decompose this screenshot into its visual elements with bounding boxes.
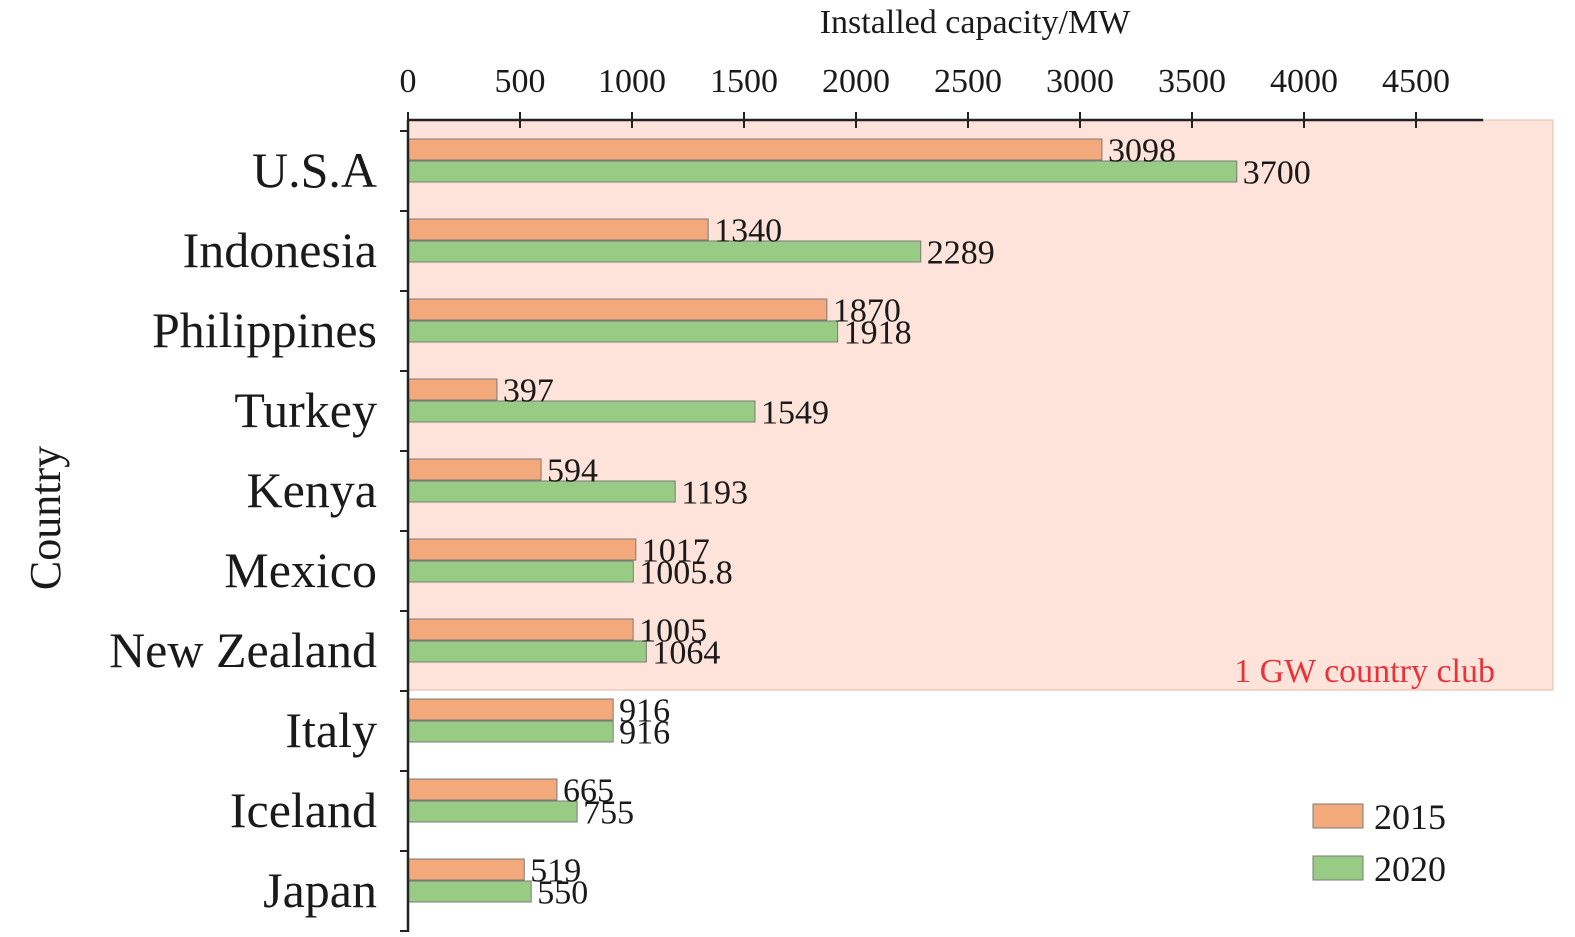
x-tick-label-3500: 3500 — [1158, 63, 1226, 100]
bar-2020-iceland — [407, 800, 578, 823]
x-tick-label-2500: 2500 — [934, 63, 1002, 100]
legend-swatch-2020 — [1312, 855, 1364, 881]
data-label-2020-new-zealand: 1064 — [652, 635, 720, 672]
legend-label-2020: 2020 — [1374, 849, 1446, 889]
category-label-turkey: Turkey — [234, 382, 377, 438]
category-label-japan: Japan — [263, 862, 377, 918]
category-label-iceland: Iceland — [230, 782, 377, 838]
bar-2020-turkey — [407, 400, 756, 423]
bar-2015-philippines — [407, 298, 828, 321]
category-label-u-s-a: U.S.A — [252, 142, 377, 198]
data-label-2015-iceland: 665 — [563, 773, 614, 810]
data-label-2015-kenya: 594 — [547, 453, 598, 490]
data-label-2020-italy: 916 — [619, 715, 670, 752]
legend-swatch-2015 — [1312, 803, 1364, 829]
category-label-new-zealand: New Zealand — [109, 622, 377, 678]
bars-layer — [407, 138, 1238, 903]
legend: 2015 2020 — [1312, 797, 1446, 889]
axes-layer: U.S.A Indonesia Philippines Turkey Kenya Mexi… — [109, 63, 1484, 932]
data-label-2015-philippines: 1870 — [833, 293, 901, 330]
category-label-kenya: Kenya — [247, 462, 378, 518]
data-label-2015-turkey: 397 — [503, 373, 554, 410]
data-label-2020-kenya: 1193 — [681, 475, 748, 512]
bar-2020-philippines — [407, 320, 839, 343]
x-tick-label-4500: 4500 — [1382, 63, 1450, 100]
data-label-2020-iceland: 755 — [583, 795, 634, 832]
data-label-2020-turkey: 1549 — [761, 395, 829, 432]
data-label-2020-japan: 550 — [537, 875, 588, 912]
bar-2015-italy — [407, 698, 614, 721]
data-label-2020-u-s-a: 3700 — [1243, 155, 1311, 192]
bar-2020-new-zealand — [407, 640, 647, 663]
bar-2015-u-s-a — [407, 138, 1103, 161]
data-label-2015-italy: 916 — [619, 693, 670, 730]
bar-2015-mexico — [407, 538, 637, 561]
x-tick-label-1500: 1500 — [710, 63, 778, 100]
bar-2020-mexico — [407, 560, 634, 583]
data-label-2015-new-zealand: 1005 — [639, 613, 707, 650]
bar-2020-kenya — [407, 480, 676, 503]
data-label-2015-mexico: 1017 — [642, 533, 710, 570]
bar-2015-turkey — [407, 378, 498, 401]
x-tick-label-0: 0 — [400, 63, 417, 100]
bar-2020-japan — [407, 880, 532, 903]
data-label-2015-u-s-a: 3098 — [1108, 133, 1176, 170]
bar-2015-indonesia — [407, 218, 709, 241]
category-label-philippines: Philippines — [152, 302, 377, 358]
x-tick-label-2000: 2000 — [822, 63, 890, 100]
data-label-2020-mexico: 1005.8 — [639, 555, 733, 592]
bar-2020-indonesia — [407, 240, 922, 263]
x-tick-label-1000: 1000 — [598, 63, 666, 100]
bar-2015-iceland — [407, 778, 558, 801]
x-tick-label-500: 500 — [495, 63, 546, 100]
highlight-label: 1 GW country club — [1234, 653, 1495, 690]
x-tick-label-3000: 3000 — [1046, 63, 1114, 100]
data-label-2020-philippines: 1918 — [844, 315, 912, 352]
bar-2015-kenya — [407, 458, 542, 481]
data-label-2015-indonesia: 1340 — [714, 213, 782, 250]
legend-label-2015: 2015 — [1374, 797, 1446, 837]
data-label-2020-indonesia: 2289 — [927, 235, 995, 272]
x-axis-title: Installed capacity/MW — [820, 4, 1132, 41]
category-label-mexico: Mexico — [224, 542, 377, 598]
bar-2015-japan — [407, 858, 525, 881]
x-tick-label-4000: 4000 — [1270, 63, 1338, 100]
category-label-indonesia: Indonesia — [183, 222, 377, 278]
bar-2020-italy — [407, 720, 614, 743]
category-label-italy: Italy — [285, 702, 377, 758]
y-axis-title: Country — [21, 446, 70, 590]
data-label-2015-japan: 519 — [530, 853, 581, 890]
bar-2015-new-zealand — [407, 618, 634, 641]
